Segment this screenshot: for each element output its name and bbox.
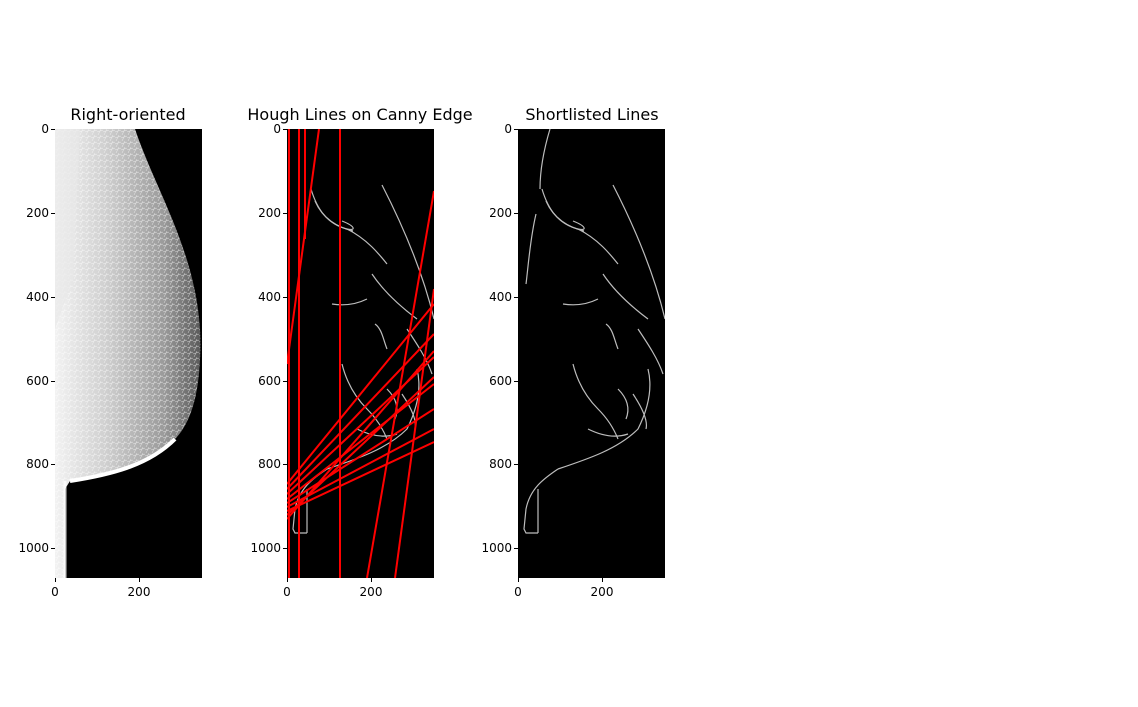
y-tick-label: 200 <box>489 206 512 220</box>
y-tick-label: 400 <box>26 290 49 304</box>
y-tick-label: 0 <box>504 122 512 136</box>
shortlisted-lines-image <box>518 129 665 578</box>
y-tick-mark <box>51 297 55 298</box>
y-tick-label: 400 <box>489 290 512 304</box>
y-tick-mark <box>514 297 518 298</box>
y-tick-label: 0 <box>273 122 281 136</box>
y-tick-mark <box>283 129 287 130</box>
y-tick-mark <box>51 213 55 214</box>
y-tick-mark <box>51 129 55 130</box>
x-tick-mark <box>139 578 140 582</box>
panel-title: Hough Lines on Canny Edge <box>247 105 473 124</box>
y-tick-mark <box>514 213 518 214</box>
y-tick-label: 600 <box>26 374 49 388</box>
y-tick-mark <box>283 381 287 382</box>
x-tick-mark <box>287 578 288 582</box>
y-tick-mark <box>283 297 287 298</box>
panel-title: Right-oriented <box>70 105 186 124</box>
y-tick-label: 0 <box>41 122 49 136</box>
x-tick-label: 0 <box>51 585 59 599</box>
y-tick-label: 800 <box>258 457 281 471</box>
y-tick-label: 400 <box>258 290 281 304</box>
y-tick-mark <box>514 464 518 465</box>
x-tick-mark <box>518 578 519 582</box>
y-tick-mark <box>283 464 287 465</box>
x-tick-label: 0 <box>514 585 522 599</box>
x-tick-mark <box>602 578 603 582</box>
y-tick-mark <box>283 548 287 549</box>
y-tick-label: 200 <box>26 206 49 220</box>
y-tick-label: 1000 <box>18 541 49 555</box>
y-tick-label: 1000 <box>481 541 512 555</box>
panel-title: Shortlisted Lines <box>525 105 659 124</box>
x-tick-mark <box>371 578 372 582</box>
y-tick-label: 1000 <box>250 541 281 555</box>
mammogram-image <box>55 129 202 578</box>
y-tick-mark <box>283 213 287 214</box>
x-tick-label: 200 <box>359 585 383 599</box>
y-tick-label: 200 <box>258 206 281 220</box>
y-tick-mark <box>514 381 518 382</box>
y-tick-label: 800 <box>26 457 49 471</box>
y-tick-label: 600 <box>258 374 281 388</box>
y-tick-mark <box>514 548 518 549</box>
y-tick-mark <box>514 129 518 130</box>
x-tick-label: 0 <box>283 585 291 599</box>
x-tick-label: 200 <box>127 585 151 599</box>
x-tick-mark <box>55 578 56 582</box>
hough-lines-image <box>287 129 434 578</box>
y-tick-label: 800 <box>489 457 512 471</box>
x-tick-label: 200 <box>590 585 614 599</box>
y-tick-mark <box>51 464 55 465</box>
y-tick-label: 600 <box>489 374 512 388</box>
y-tick-mark <box>51 381 55 382</box>
y-tick-mark <box>51 548 55 549</box>
